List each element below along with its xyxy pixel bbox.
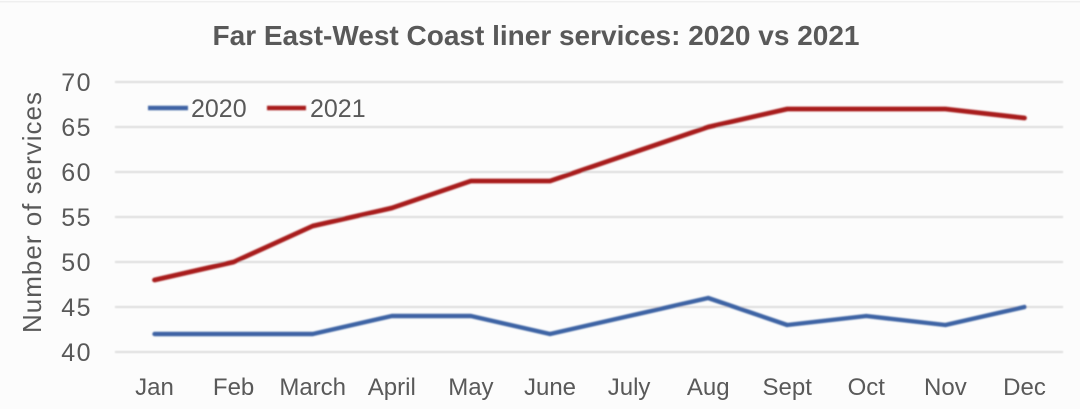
svg-text:May: May — [448, 374, 493, 401]
svg-text:June: June — [524, 374, 576, 401]
svg-text:Number of services: Number of services — [17, 91, 47, 333]
svg-text:55: 55 — [61, 204, 92, 232]
svg-text:Nov: Nov — [924, 374, 967, 401]
svg-text:Jan: Jan — [135, 374, 174, 401]
svg-text:April: April — [368, 374, 416, 401]
svg-text:Far East-West Coast liner serv: Far East-West Coast liner services: 2020… — [213, 20, 860, 51]
svg-text:Aug: Aug — [687, 374, 730, 401]
svg-text:45: 45 — [61, 294, 92, 322]
svg-text:Dec: Dec — [1003, 374, 1046, 401]
svg-text:March: March — [279, 374, 346, 401]
svg-text:Feb: Feb — [213, 374, 254, 401]
svg-text:70: 70 — [61, 69, 92, 97]
svg-text:40: 40 — [61, 339, 92, 367]
svg-text:Oct: Oct — [848, 374, 886, 401]
svg-text:65: 65 — [61, 114, 92, 142]
svg-text:2020: 2020 — [191, 95, 247, 123]
svg-text:July: July — [608, 374, 651, 401]
svg-text:2021: 2021 — [310, 95, 366, 123]
svg-text:50: 50 — [61, 249, 92, 277]
svg-text:60: 60 — [61, 159, 92, 187]
svg-text:Sept: Sept — [763, 374, 813, 401]
